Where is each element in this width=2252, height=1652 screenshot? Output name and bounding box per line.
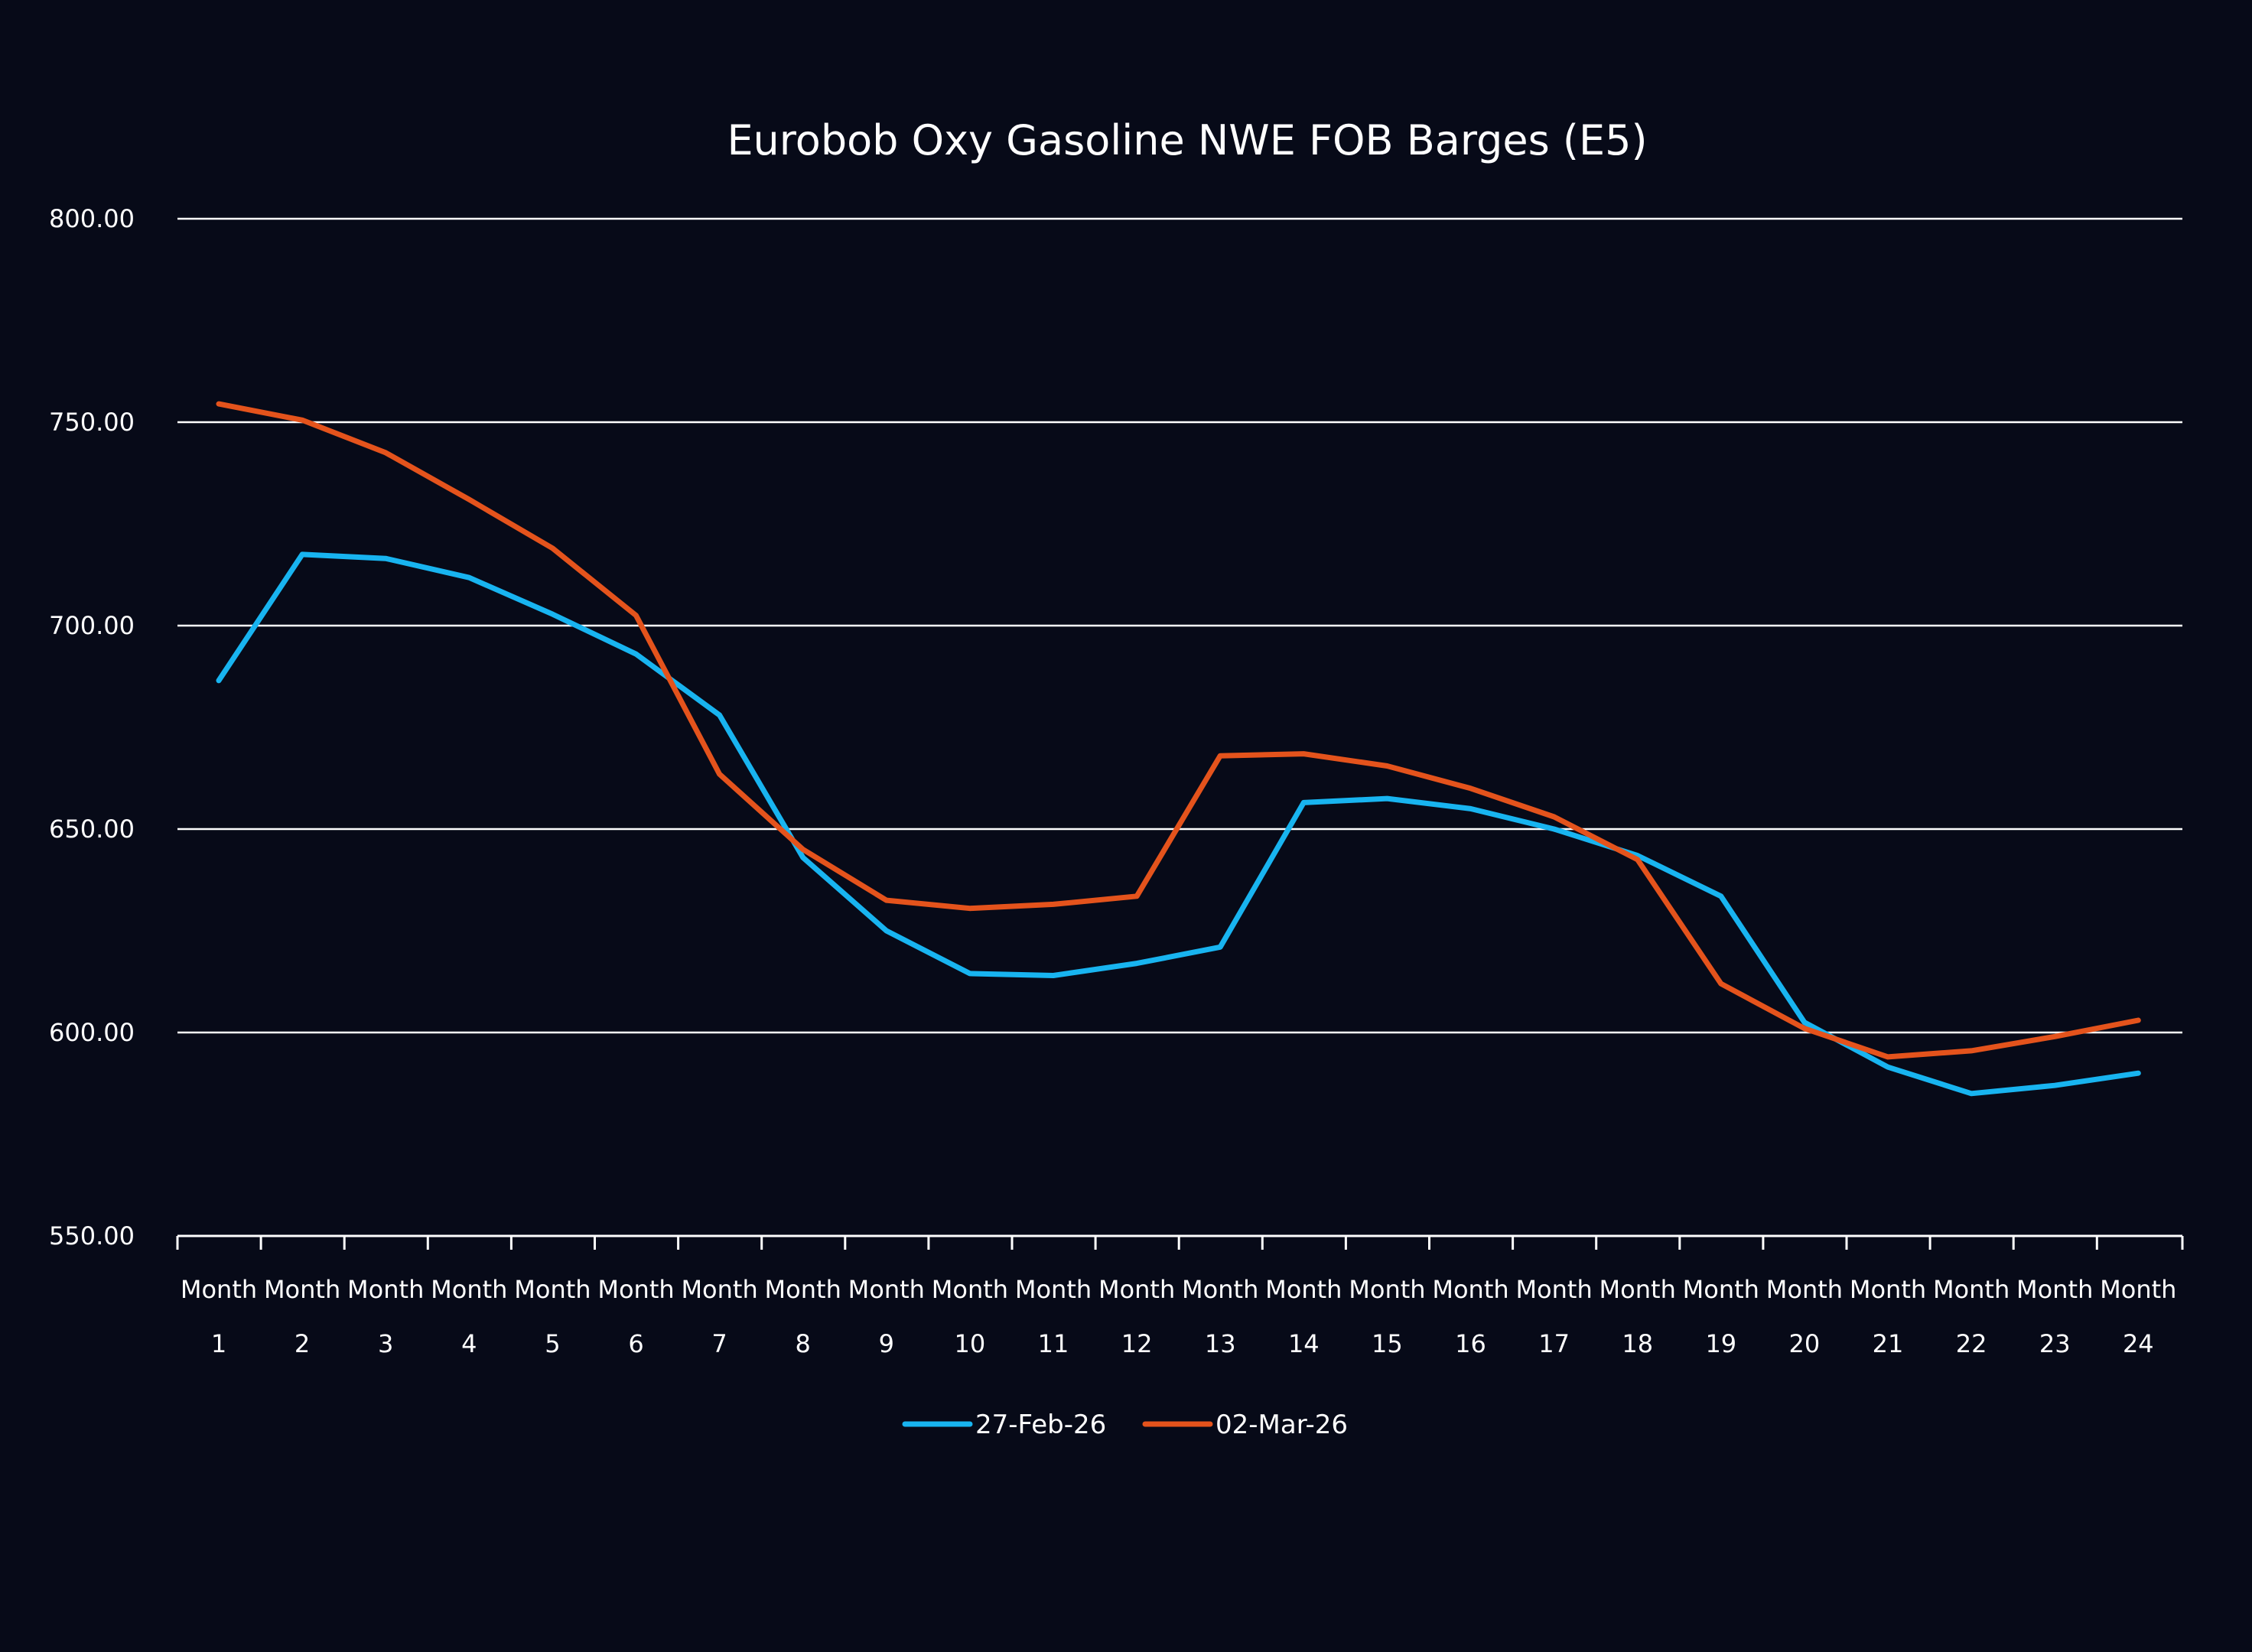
gridlines xyxy=(177,217,2182,1034)
x-tick-label-word: Month xyxy=(1683,1275,1759,1304)
x-tick-label-word: Month xyxy=(1265,1275,1342,1304)
x-tick-label-word: Month xyxy=(181,1275,257,1304)
x-tick-label-word: Month xyxy=(597,1275,674,1304)
x-tick-label-number: 5 xyxy=(545,1329,560,1358)
x-tick-label-word: Month xyxy=(681,1275,757,1304)
y-axis: 800.00 750.00 700.00 650.00 600.00 550.00 xyxy=(49,204,135,1250)
x-tick-label-word: Month xyxy=(514,1275,591,1304)
x-tick-label-word: Month xyxy=(264,1275,340,1304)
legend-label: 02-Mar-26 xyxy=(1215,1410,1348,1440)
y-tick-label: 750.00 xyxy=(49,408,135,437)
x-tick-label-number: 9 xyxy=(879,1329,894,1358)
x-tick-label-number: 13 xyxy=(1205,1329,1236,1358)
y-tick-label: 650.00 xyxy=(49,815,135,844)
x-tick-label-word: Month xyxy=(932,1275,1008,1304)
x-tick-label-number: 22 xyxy=(1956,1329,1987,1358)
x-tick-label-number: 14 xyxy=(1288,1329,1320,1358)
series-line-2 xyxy=(216,401,2141,1060)
x-tick-label-number: 18 xyxy=(1622,1329,1653,1358)
x-tick-label-number: 12 xyxy=(1121,1329,1153,1358)
x-tick-label-number: 1 xyxy=(211,1329,226,1358)
x-tick-label-number: 21 xyxy=(1873,1329,1904,1358)
x-tick-label-number: 17 xyxy=(1538,1329,1570,1358)
x-tick-label-word: Month xyxy=(1933,1275,2010,1304)
x-tick-label-number: 15 xyxy=(1372,1329,1403,1358)
x-tick-label-word: Month xyxy=(1766,1275,1843,1304)
x-tick-label-word: Month xyxy=(1098,1275,1175,1304)
x-tick-label-number: 3 xyxy=(378,1329,393,1358)
x-tick-label-number: 2 xyxy=(295,1329,310,1358)
x-tick-label-word: Month xyxy=(1432,1275,1508,1304)
legend: 27-Feb-26 02-Mar-26 xyxy=(902,1410,1348,1440)
series-lines xyxy=(216,401,2141,1097)
y-tick-label: 550.00 xyxy=(49,1221,135,1250)
chart-title: Eurobob Oxy Gasoline NWE FOB Barges (E5) xyxy=(727,116,1647,164)
x-tick-label-number: 6 xyxy=(628,1329,643,1358)
x-tick-label-word: Month xyxy=(1850,1275,1926,1304)
x-tick-label-number: 20 xyxy=(1789,1329,1821,1358)
x-tick-label-number: 4 xyxy=(461,1329,477,1358)
y-tick-label: 700.00 xyxy=(49,611,135,640)
x-tick-label-number: 19 xyxy=(1705,1329,1736,1358)
x-tick-label-word: Month xyxy=(2016,1275,2093,1304)
x-tick-label-word: Month xyxy=(1600,1275,1676,1304)
x-tick-label-number: 23 xyxy=(2039,1329,2071,1358)
x-tick-label-number: 16 xyxy=(1455,1329,1486,1358)
y-tick-label: 800.00 xyxy=(49,204,135,233)
x-tick-label-number: 24 xyxy=(2123,1329,2154,1358)
x-tick-label-word: Month xyxy=(347,1275,424,1304)
x-axis: Month 1 Month 2 Month 3 Month 4 Month 5 Month 6 Mont… xyxy=(176,1234,2184,1358)
x-tick-label-word: Month xyxy=(2100,1275,2176,1304)
x-tick-label-word: Month xyxy=(1015,1275,1092,1304)
x-tick-label-word: Month xyxy=(848,1275,925,1304)
x-tick-label-word: Month xyxy=(1515,1275,1592,1304)
x-tick-label-number: 11 xyxy=(1038,1329,1069,1358)
series-line-1 xyxy=(216,551,2141,1097)
x-tick-label-word: Month xyxy=(1349,1275,1425,1304)
legend-label: 27-Feb-26 xyxy=(975,1410,1106,1440)
x-tick-label-word: Month xyxy=(431,1275,507,1304)
x-tick-label-number: 10 xyxy=(955,1329,986,1358)
x-tick-label-word: Month xyxy=(765,1275,841,1304)
x-tick-label-number: 8 xyxy=(796,1329,811,1358)
x-tick-label-word: Month xyxy=(1182,1275,1258,1304)
x-tick-label-number: 7 xyxy=(711,1329,727,1358)
y-tick-label: 600.00 xyxy=(49,1018,135,1047)
